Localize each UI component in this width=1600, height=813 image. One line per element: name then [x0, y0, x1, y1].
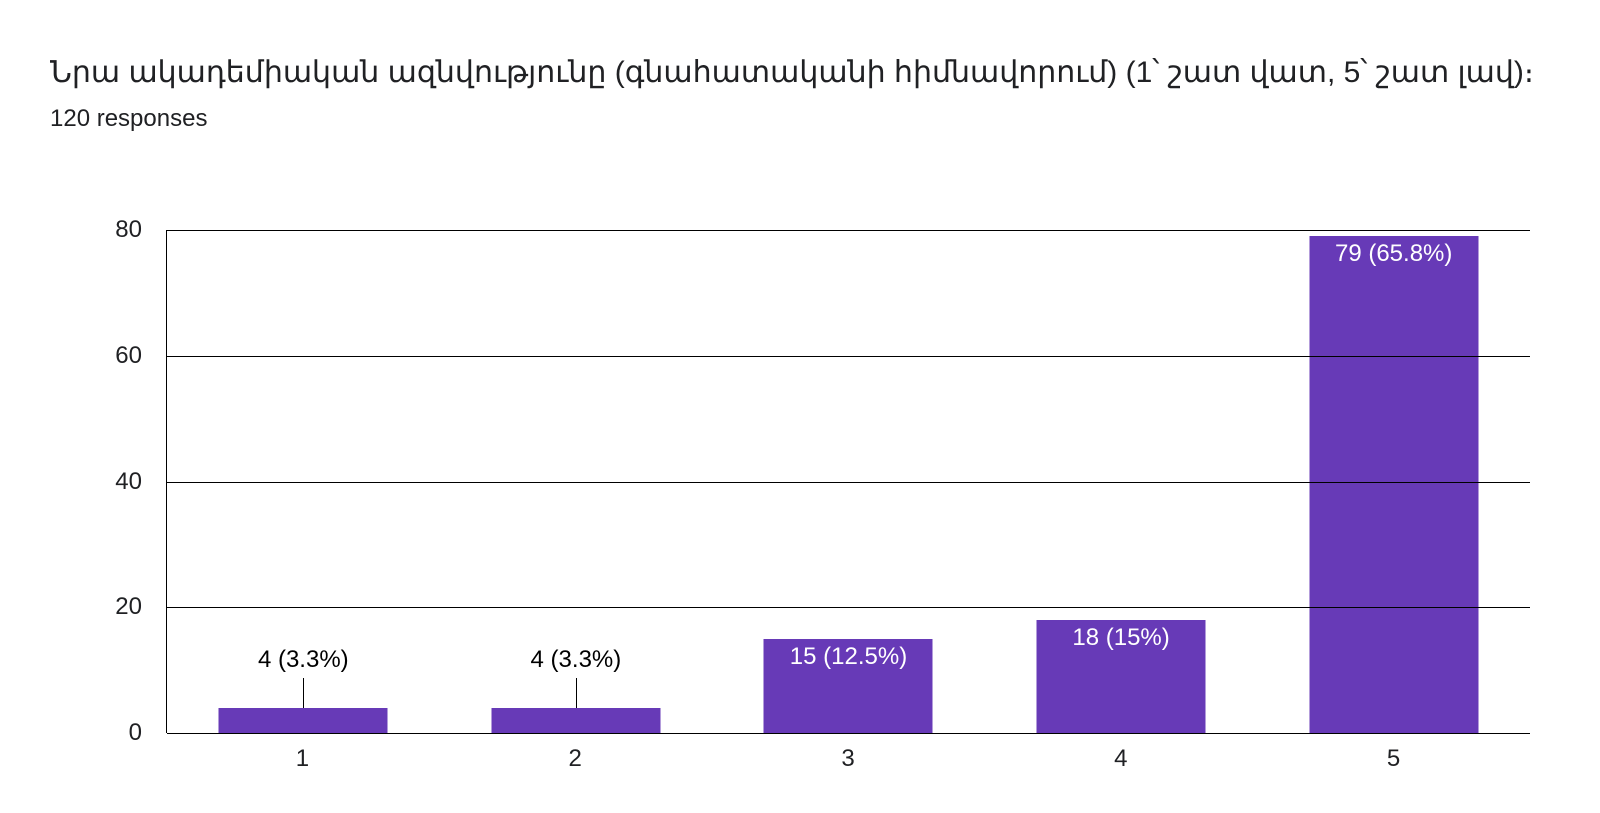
bar-value-label: 79 (65.8%) — [1335, 240, 1452, 268]
chart-area: 020406080 4 (3.3%)4 (3.3%)15 (12.5%)18 (… — [60, 230, 1540, 783]
bar-value-label: 18 (15%) — [1072, 624, 1169, 652]
x-axis: 12345 — [166, 733, 1530, 783]
x-tick-label: 4 — [984, 733, 1257, 783]
bar-value-label: 4 (3.3%) — [258, 646, 349, 674]
chart-title: Նրա ակադեմիական ազնվությունը (գնահատական… — [50, 50, 1550, 97]
gridline — [167, 482, 1530, 483]
y-axis: 020406080 — [60, 230, 160, 733]
bar — [1309, 236, 1478, 733]
y-tick-label: 20 — [115, 593, 142, 621]
gridline — [167, 607, 1530, 608]
x-tick-label: 2 — [439, 733, 712, 783]
y-tick-label: 0 — [129, 719, 142, 747]
gridline — [167, 230, 1530, 231]
plot-area: 4 (3.3%) 4 (3.3%) 15 (12.5%) 18 (15%) 79 (65… — [166, 230, 1530, 733]
y-tick-label: 60 — [115, 342, 142, 370]
bar-value-label: 15 (12.5%) — [790, 643, 907, 671]
x-tick-label: 3 — [712, 733, 985, 783]
x-tick-label: 1 — [166, 733, 439, 783]
gridline — [167, 356, 1530, 357]
y-tick-label: 80 — [115, 216, 142, 244]
x-tick-label: 5 — [1257, 733, 1530, 783]
label-leader-line — [576, 678, 577, 708]
bar — [219, 708, 388, 733]
label-leader-line — [303, 678, 304, 708]
chart-subtitle: 120 responses — [50, 105, 1550, 133]
y-tick-label: 40 — [115, 468, 142, 496]
bar — [491, 708, 660, 733]
bar-value-label: 4 (3.3%) — [531, 646, 622, 674]
